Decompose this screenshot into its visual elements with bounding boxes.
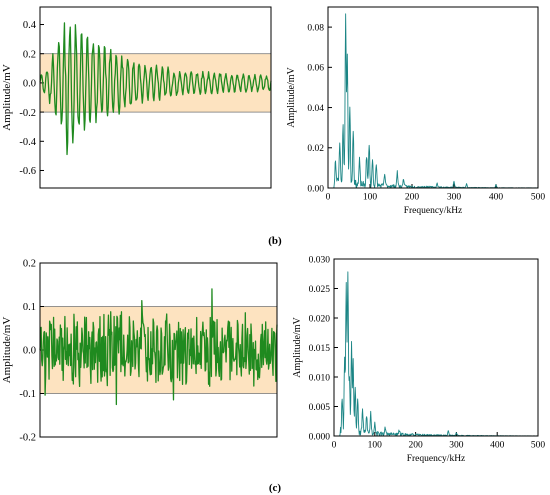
x-tick-label: 100 (368, 441, 383, 451)
x-tick-label: 300 (447, 193, 462, 203)
x-axis-title: Frequency/kHz (404, 206, 463, 216)
y-tick-label: -0.2 (19, 108, 36, 119)
y-axis-title: Amplitude/mV (1, 317, 13, 384)
x-tick-label: 0 (326, 193, 331, 203)
time-signal-chart-c: -0.2 -0.1 0.0 0.1 0.2 Amplitude/mV (1, 259, 278, 444)
plot-frame (39, 6, 272, 189)
x-tick-label: 500 (531, 193, 546, 203)
plot-frame (327, 6, 539, 189)
y-tick-label: 0.000 (309, 432, 331, 442)
panel-label-c: (c) (269, 482, 282, 494)
y-tick-label: 0.2 (23, 259, 36, 270)
y-axis-title: Amplitude/mV (1, 64, 13, 131)
x-tick-label: 100 (363, 193, 378, 203)
y-tick-label: 0.005 (309, 403, 331, 413)
panel-label-b: (b) (268, 235, 282, 247)
y-tick-label: -0.6 (19, 166, 36, 177)
y-tick-label: 0.030 (309, 255, 331, 265)
y-tick-label: -0.2 (19, 433, 36, 444)
x-axis-title: Frequency/kHz (407, 454, 466, 464)
y-tick-label: 0.04 (307, 104, 324, 114)
y-tick-label: 0.020 (309, 314, 331, 324)
x-tick-label: 400 (489, 193, 504, 203)
plot-frame (333, 258, 539, 437)
y-tick-label: 0.015 (309, 344, 331, 354)
y-tick-label: 0.0 (23, 79, 36, 90)
signal-line (39, 22, 272, 156)
spectrum-line (327, 13, 539, 189)
y-axis-title: Amplitude/mV (286, 66, 297, 127)
y-tick-label: 0.06 (307, 64, 324, 74)
y-tick-label: 0.08 (307, 23, 324, 33)
y-tick-label: 0.1 (23, 302, 36, 313)
y-axis-title: Amplitude/mV (292, 316, 303, 377)
x-tick-label: 200 (405, 193, 420, 203)
y-tick-label: 0.4 (23, 20, 37, 31)
x-tick-label: 500 (531, 441, 546, 451)
y-tick-label: 0.02 (307, 144, 324, 154)
spectrum-chart-b: 0.00 0.02 0.04 0.06 0.08 0 100 200 300 400 500 Ampl… (286, 6, 546, 216)
plot-frame (39, 262, 278, 438)
x-tick-label: 0 (332, 441, 337, 451)
y-tick-label: 0.010 (309, 373, 331, 383)
spectrum-chart-c: 0.000 0.005 0.010 0.015 0.020 0.025 0.030 0 100 2… (292, 255, 545, 464)
y-tick-label: 0.00 (307, 184, 324, 194)
signal-line (39, 288, 278, 406)
spectrum-line (333, 271, 539, 437)
x-tick-label: 400 (490, 441, 505, 451)
y-tick-label: -0.4 (19, 137, 36, 148)
y-tick-label: 0.2 (23, 49, 36, 60)
y-tick-label: 0.025 (309, 285, 331, 295)
x-tick-label: 200 (408, 441, 423, 451)
time-signal-chart-b: -0.6 -0.4 -0.2 0.0 0.2 0.4 Amplitude/mV (1, 6, 272, 189)
y-tick-label: -0.1 (19, 389, 36, 400)
x-tick-label: 300 (449, 441, 464, 451)
y-tick-label: 0.0 (23, 346, 36, 357)
